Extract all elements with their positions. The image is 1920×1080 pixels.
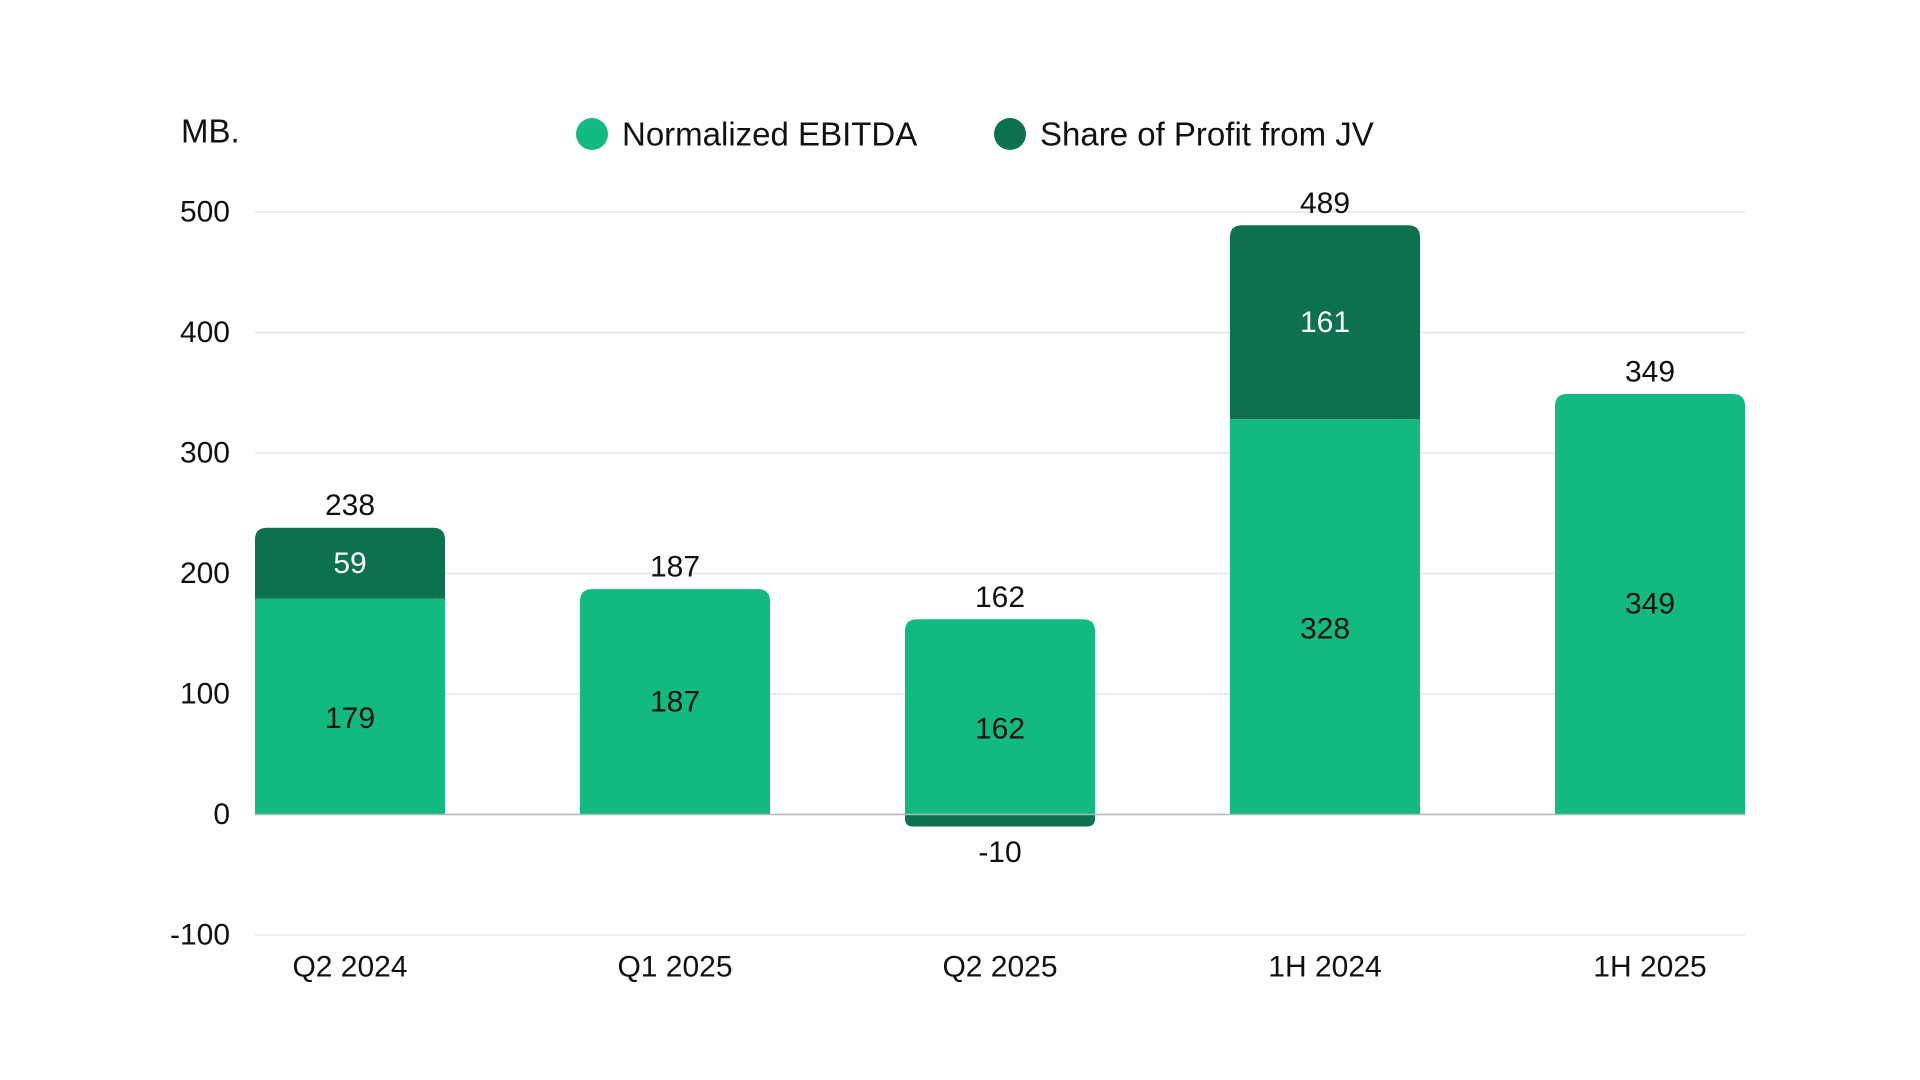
total-label-q2-2024: 238 <box>325 489 375 522</box>
data-label-normalized-ebitda-1h-2025: 349 <box>1625 588 1675 621</box>
data-label-share-of-profit-from-jv-1h-2024: 161 <box>1300 306 1350 339</box>
y-tick-label-400: 400 <box>180 316 230 349</box>
bar-normalized-ebitda-q1-2025 <box>580 589 770 815</box>
data-label-share-of-profit-from-jv-q2-2024: 59 <box>333 547 366 580</box>
bar-normalized-ebitda-1h-2024 <box>1230 419 1420 815</box>
bar-normalized-ebitda-q2-2024 <box>255 598 445 815</box>
data-label-normalized-ebitda-q2-2025: 162 <box>975 712 1025 745</box>
total-label-1h-2024: 489 <box>1300 187 1350 220</box>
legend: Normalized EBITDA Share of Profit from J… <box>576 116 1374 153</box>
bar-share-of-profit-from-jv-q2-2024 <box>255 527 445 599</box>
x-tick-label-1h-2024: 1H 2024 <box>1268 951 1381 984</box>
y-tick-label-500: 500 <box>180 196 230 229</box>
x-tick-label-q2-2025: Q2 2025 <box>942 951 1057 984</box>
data-label-normalized-ebitda-q2-2024: 179 <box>325 702 375 735</box>
data-label-share-of-profit-from-jv-q2-2025: -10 <box>978 836 1021 869</box>
bar-normalized-ebitda-q2-2025 <box>905 619 1095 815</box>
y-tick-label-100: 100 <box>180 678 230 711</box>
y-axis-ticks: -100 0 100 200 300 400 500 <box>170 196 230 952</box>
legend-swatch-share-of-profit-from-jv <box>994 118 1026 150</box>
bar-share-of-profit-from-jv-1h-2024 <box>1230 225 1420 420</box>
bar-share-of-profit-from-jv-q2-2025 <box>905 814 1095 827</box>
x-axis-ticks: Q2 2024 Q1 2025 Q2 2025 1H 2024 1H 2025 <box>292 951 1706 984</box>
y-axis-unit-label: MB. <box>181 113 240 150</box>
total-label-q2-2025: 162 <box>975 581 1025 614</box>
data-label-normalized-ebitda-1h-2024: 328 <box>1300 612 1350 645</box>
data-label-normalized-ebitda-q1-2025: 187 <box>650 685 700 718</box>
x-tick-label-q1-2025: Q1 2025 <box>617 951 732 984</box>
y-tick-label-100: -100 <box>170 919 230 952</box>
bars <box>255 225 1745 827</box>
data-labels: 179 59 238 187 187 162 -10 162 328 161 489 349 349 <box>325 187 1675 869</box>
bar-normalized-ebitda-1h-2025 <box>1555 393 1745 815</box>
total-label-q1-2025: 187 <box>650 551 700 584</box>
y-tick-label-200: 200 <box>180 557 230 590</box>
gridlines <box>255 211 1745 936</box>
x-tick-label-1h-2025: 1H 2025 <box>1593 951 1706 984</box>
total-label-1h-2025: 349 <box>1625 355 1675 388</box>
x-tick-label-q2-2024: Q2 2024 <box>292 951 407 984</box>
y-tick-label-300: 300 <box>180 437 230 470</box>
legend-label-share-of-profit-from-jv: Share of Profit from JV <box>1040 116 1374 153</box>
legend-swatch-normalized-ebitda <box>576 118 608 150</box>
legend-label-normalized-ebitda: Normalized EBITDA <box>622 116 917 153</box>
y-tick-label-0: 0 <box>213 798 230 831</box>
